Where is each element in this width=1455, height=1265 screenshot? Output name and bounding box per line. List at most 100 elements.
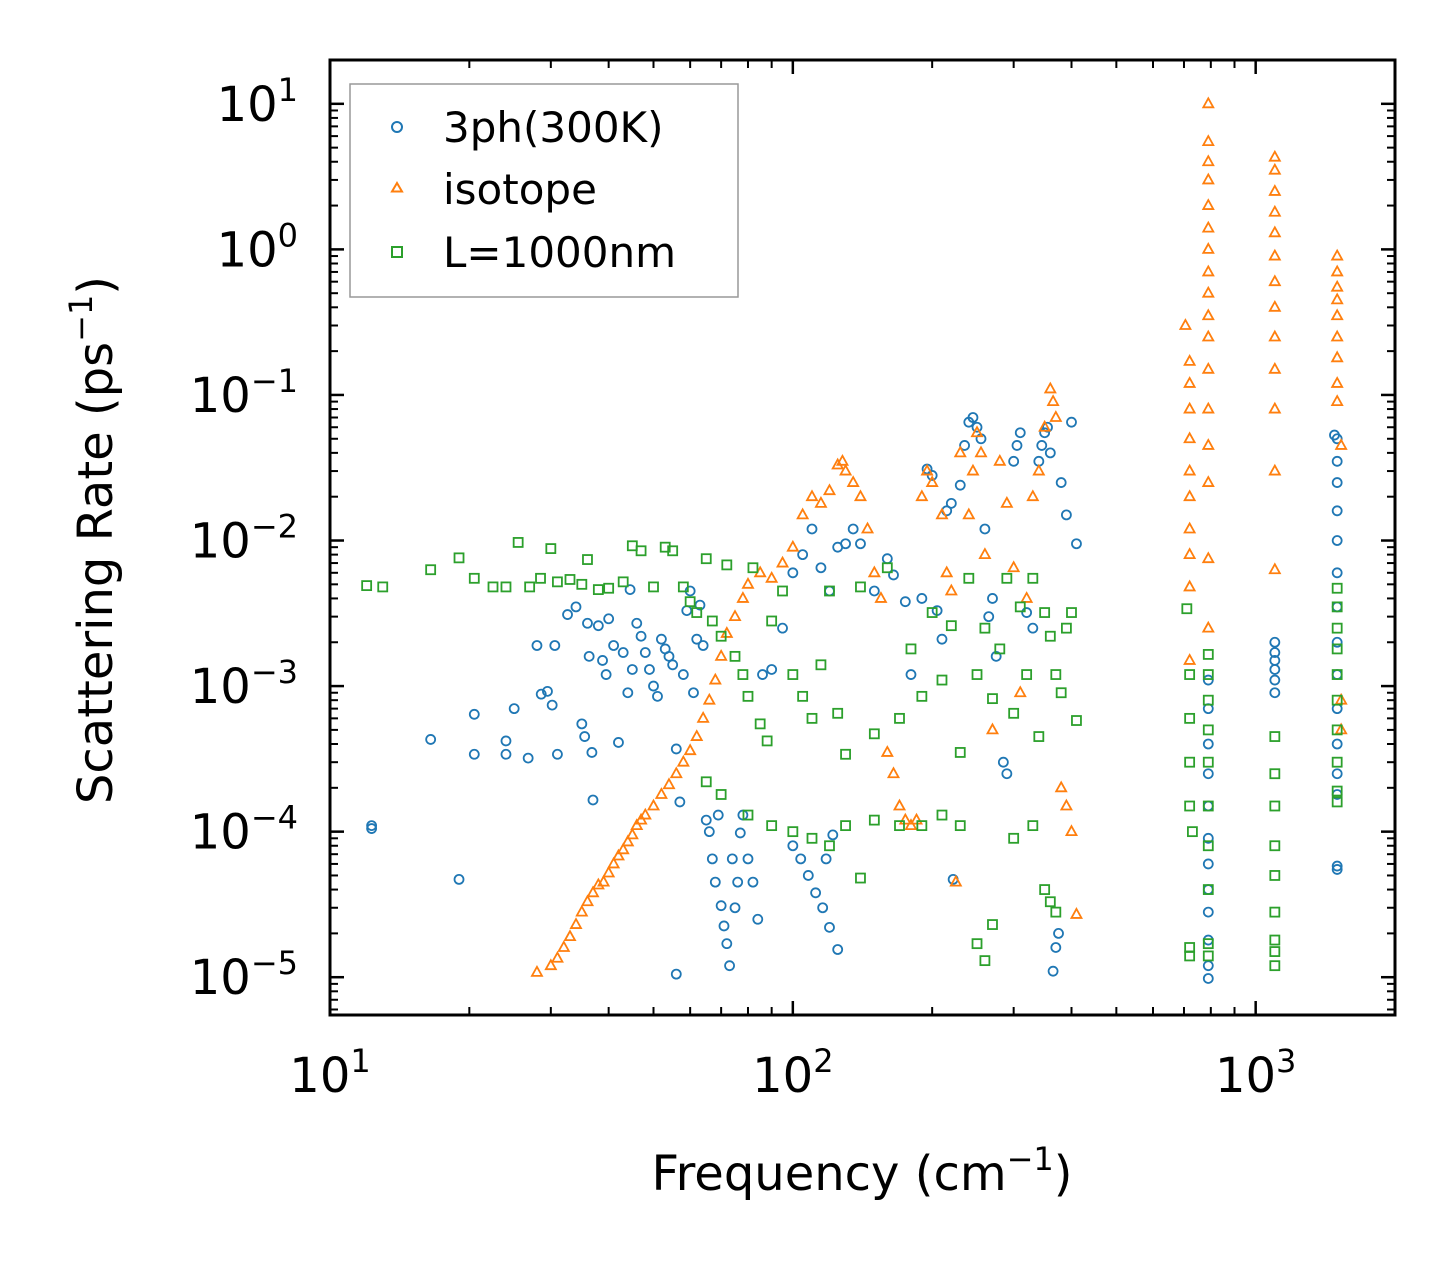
data-point (626, 540, 638, 552)
data-point (1331, 669, 1343, 680)
data-point (1268, 463, 1282, 476)
data-point (795, 853, 807, 865)
data-point (625, 827, 639, 840)
data-point (970, 425, 984, 438)
data-point (815, 562, 827, 574)
data-point (500, 735, 512, 747)
data-point (757, 669, 768, 680)
legend: 3ph(300K) isotope L=1000nm (349, 83, 739, 298)
data-point (954, 479, 966, 491)
data-point (1050, 906, 1062, 918)
data-point (562, 609, 573, 620)
data-point (1201, 401, 1215, 414)
data-point (959, 440, 970, 451)
data-point (786, 539, 800, 552)
data-point (684, 596, 696, 608)
data-point (824, 585, 835, 597)
data-point (736, 591, 750, 603)
legend-label-3ph: 3ph(300K) (443, 103, 663, 152)
y-axis-title: Scattering Rate (ps−1) (62, 276, 124, 804)
data-point (752, 913, 764, 925)
data-point (500, 581, 512, 593)
data-point (1050, 942, 1062, 953)
data-point (1044, 896, 1056, 908)
data-point (1064, 824, 1079, 837)
data-point (714, 649, 728, 661)
data-point (806, 523, 818, 535)
data-point (512, 537, 524, 548)
data-point (621, 834, 635, 847)
data-point (361, 580, 373, 592)
data-point (550, 950, 564, 963)
data-point (468, 748, 480, 760)
data-point (582, 617, 593, 629)
data-point (1050, 669, 1062, 680)
data-point (806, 712, 818, 724)
data-point (1033, 731, 1045, 742)
data-point (797, 690, 809, 702)
data-point (1184, 756, 1196, 768)
data-point (944, 583, 958, 596)
data-point (979, 622, 991, 634)
data-point (721, 938, 733, 950)
data-point (761, 735, 773, 747)
data-point (681, 605, 693, 616)
data-point (853, 489, 867, 502)
data-point (915, 489, 929, 502)
data-point (617, 576, 629, 588)
data-point (827, 829, 839, 841)
data-point (766, 615, 778, 627)
data-point (535, 688, 547, 700)
data-point (535, 572, 546, 584)
data-point (754, 718, 766, 730)
data-point (508, 703, 520, 715)
data-point (1061, 622, 1072, 634)
data-point (894, 712, 905, 724)
data-point (1183, 463, 1197, 476)
data-point (563, 929, 577, 942)
data-point (945, 620, 957, 632)
data-point (742, 809, 754, 821)
data-point (669, 766, 683, 779)
data-point (522, 752, 534, 764)
data-point (700, 776, 712, 788)
data-point (847, 523, 859, 535)
data-point (652, 690, 663, 702)
data-point (881, 562, 893, 574)
data-point (576, 578, 588, 590)
data-point (468, 572, 480, 584)
data-point (1032, 463, 1046, 476)
data-point (1331, 455, 1343, 467)
data-point (1027, 622, 1039, 634)
data-point (840, 538, 851, 550)
data-point (545, 543, 557, 554)
data-point (1331, 785, 1343, 797)
data-point (1268, 299, 1282, 312)
data-point (1202, 884, 1214, 895)
data-point (1269, 687, 1281, 699)
data-point (569, 917, 583, 929)
data-point (1059, 798, 1073, 811)
data-point (987, 919, 998, 930)
series-L=1000nm (361, 537, 1343, 972)
data-point (916, 593, 928, 604)
data-point (729, 902, 741, 914)
data-point (1268, 248, 1282, 261)
data-point (1331, 601, 1343, 613)
data-point (531, 640, 543, 651)
data-point (592, 584, 604, 596)
data-point (1020, 591, 1034, 603)
data-point (1201, 198, 1215, 210)
y-tick-label: 10−3 (190, 653, 298, 715)
data-point (729, 650, 741, 662)
data-point (1001, 572, 1013, 584)
data-point (971, 938, 983, 950)
data-point (677, 581, 689, 593)
data-point (718, 920, 730, 932)
legend-label-isotope: isotope (443, 165, 597, 214)
data-point (700, 553, 712, 565)
y-tick-label: 10−1 (190, 362, 298, 424)
data-point (815, 659, 827, 671)
data-point (868, 585, 880, 597)
